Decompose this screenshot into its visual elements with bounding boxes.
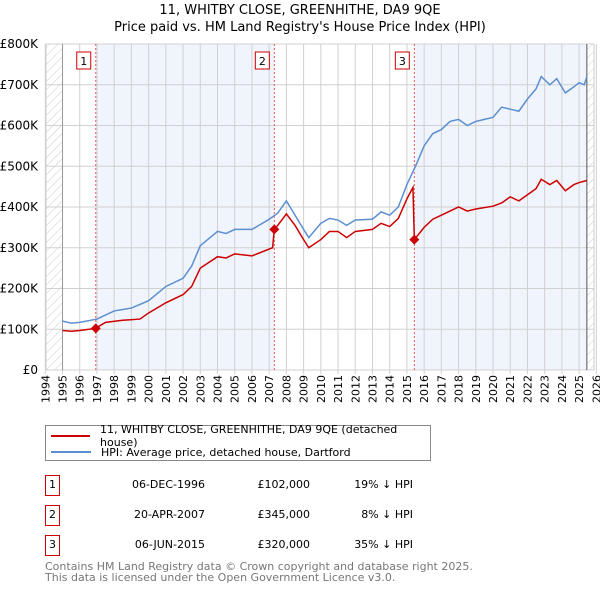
x-tick-label: 2024 xyxy=(556,375,569,403)
sale-date: 06-DEC-1996 xyxy=(131,478,205,491)
x-tick-label: 1999 xyxy=(125,375,138,403)
legend-label: HPI: Average price, detached house, Dart… xyxy=(101,445,351,459)
x-tick-label: 2009 xyxy=(298,375,311,403)
x-tick-label: 2022 xyxy=(521,375,534,403)
x-tick-label: 2007 xyxy=(263,375,276,403)
plot-area: 1994 1995 1996 1997 1998 1999 2000 2001 2002 2003… xyxy=(0,37,600,403)
x-tick-label: 1994 xyxy=(39,375,52,403)
sale-price: £345,000 xyxy=(257,508,311,521)
x-tick-label: 2005 xyxy=(229,375,242,403)
x-tick-label: 2015 xyxy=(401,375,414,403)
sale-label-box xyxy=(394,51,410,70)
x-tick-label: 2001 xyxy=(160,375,173,403)
sale-marker-badge: 1 xyxy=(45,475,60,496)
legend-item-property: 11, WHITBY CLOSE, GREENHITHE, DA9 9QE (d… xyxy=(51,423,430,449)
sale-label: 1 xyxy=(80,55,87,68)
y-tick-label: £100K xyxy=(0,322,39,336)
legend-label: 11, WHITBY CLOSE, GREENHITHE, DA9 9QE (d… xyxy=(100,423,398,449)
x-tick-label: 2021 xyxy=(504,375,517,403)
footer-licence: This data is licensed under the Open Gov… xyxy=(45,571,396,584)
x-tick-label: 1997 xyxy=(91,375,104,403)
x-tick-label: 2020 xyxy=(487,375,500,403)
y-tick-label: £600K xyxy=(0,119,39,133)
x-tick-label: 2003 xyxy=(194,375,207,403)
sale-label-box xyxy=(254,51,270,70)
y-tick-label: £700K xyxy=(0,78,39,92)
y-tick-label: £800K xyxy=(0,37,39,51)
legend: 11, WHITBY CLOSE, GREENHITHE, DA9 9QE (d… xyxy=(45,423,431,461)
sale-label-box xyxy=(76,51,92,70)
x-tick-label: 2008 xyxy=(280,375,293,403)
x-tick-label: 2017 xyxy=(435,375,448,403)
x-tick-label: 2014 xyxy=(384,375,397,403)
sale-point xyxy=(269,224,280,235)
x-tick-label: 2002 xyxy=(177,375,190,403)
x-tick-label: 1998 xyxy=(108,375,121,403)
sale-price: £320,000 xyxy=(257,538,311,551)
x-tick-label: 2018 xyxy=(453,375,466,403)
legend-item-hpi: HPI: Average price, detached house, Dart… xyxy=(51,444,351,460)
property-price-line xyxy=(62,178,588,333)
x-tick-label: 2011 xyxy=(332,375,345,403)
y-tick-label: £300K xyxy=(0,241,39,255)
sale-marker-badge: 3 xyxy=(45,535,60,556)
y-tick-label: £200K xyxy=(0,282,39,296)
x-tick-label: 1995 xyxy=(57,375,70,403)
sale-row: 3 06-JUN-2015 £320,000 35% ↓ HPI xyxy=(45,535,445,556)
sale-hpi-diff: 19% ↓ HPI xyxy=(354,478,413,491)
x-tick-label: 2006 xyxy=(246,375,259,403)
sale-label: 2 xyxy=(259,55,266,68)
sale-date: 06-JUN-2015 xyxy=(134,538,205,551)
x-tick-label: 2019 xyxy=(470,375,483,403)
sale-label: 3 xyxy=(399,55,406,68)
chart-subtitle: Price paid vs. HM Land Registry's House … xyxy=(114,20,486,35)
x-tick-label: 2004 xyxy=(212,375,225,403)
hpi-line xyxy=(62,75,588,324)
x-tick-label: 2000 xyxy=(143,375,156,403)
legend-swatch-blue xyxy=(51,451,91,453)
sale-row: 2 20-APR-2007 £345,000 8% ↓ HPI xyxy=(45,505,445,526)
sale-point xyxy=(409,234,420,245)
x-tick-label: 2016 xyxy=(418,375,431,403)
sale-price: £102,000 xyxy=(257,478,311,491)
sale-date: 20-APR-2007 xyxy=(133,508,205,521)
y-tick-label: £500K xyxy=(0,159,39,173)
x-tick-label: 1996 xyxy=(74,375,87,403)
x-tick-label: 2013 xyxy=(366,375,379,403)
sale-row: 1 06-DEC-1996 £102,000 19% ↓ HPI xyxy=(45,475,445,496)
x-tick-label: 2023 xyxy=(539,375,552,403)
x-tick-label: 2026 xyxy=(590,375,600,403)
sale-hpi-diff: 35% ↓ HPI xyxy=(354,538,413,551)
y-tick-label: £400K xyxy=(0,200,39,214)
sale-hpi-diff: 8% ↓ HPI xyxy=(361,508,413,521)
chart-title: 11, WHITBY CLOSE, GREENHITHE, DA9 9QE xyxy=(159,3,441,18)
sale-marker-badge: 2 xyxy=(45,505,60,526)
x-tick-label: 2025 xyxy=(573,375,586,403)
footer-copyright: Contains HM Land Registry data © Crown c… xyxy=(45,560,473,573)
sale-point xyxy=(90,323,101,334)
x-tick-label: 2010 xyxy=(315,375,328,403)
y-tick-label: £0 xyxy=(23,363,38,377)
x-tick-label: 2012 xyxy=(349,375,362,403)
legend-swatch-red xyxy=(51,435,91,437)
